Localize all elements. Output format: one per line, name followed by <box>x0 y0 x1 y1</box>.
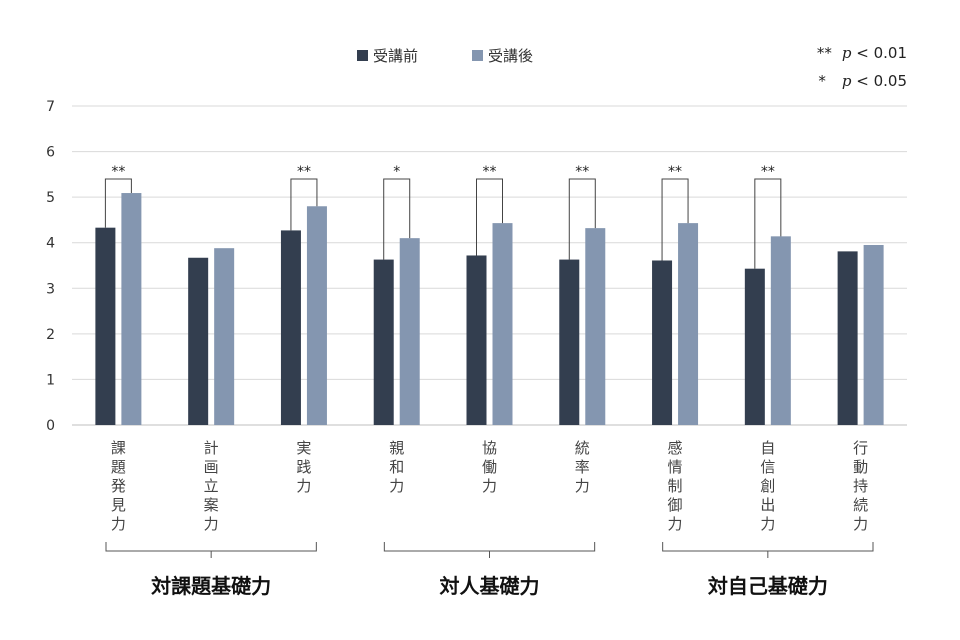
group-label: 対自己基礎力 <box>707 574 828 598</box>
category-label: 課題発見力 <box>111 439 126 533</box>
bar-after <box>678 223 699 425</box>
category-label: 計画立案力 <box>204 439 219 533</box>
significance-bracket <box>290 178 318 231</box>
y-axis-ticks: 0 1 2 3 4 5 6 7 <box>46 99 55 434</box>
significance-bracket <box>104 178 132 228</box>
significance-mark: ** <box>483 164 497 180</box>
group-label: 対課題基礎力 <box>150 574 271 598</box>
bar-before <box>652 260 673 425</box>
category-label: 統率力 <box>575 439 590 495</box>
category-label: 協働力 <box>482 439 497 495</box>
bar-after <box>492 223 513 425</box>
significance-mark: ** <box>111 164 125 180</box>
bar-before <box>466 255 487 425</box>
significance-mark: ** <box>575 164 589 180</box>
category-labels: 課題発見力 計画立案力 実践力 親和力 協働力 統率力 感情制御力 自信創出力 行動持続力 <box>111 439 868 533</box>
significance-brackets: ** ** * ** ** ** ** <box>104 164 782 269</box>
y-tick-label: 7 <box>46 99 55 115</box>
bar-after <box>863 244 884 425</box>
bar-after <box>214 248 235 425</box>
bar-after <box>399 238 420 425</box>
note-p-2: p <box>842 72 852 90</box>
bar-after <box>121 193 142 425</box>
bar-after <box>770 236 791 425</box>
note-stars-1: ** <box>817 44 833 62</box>
grid-lines <box>72 105 907 426</box>
note-stars-2: * <box>818 72 826 90</box>
note-value-2: < 0.05 <box>851 72 907 90</box>
bar-before <box>837 251 858 425</box>
significance-mark: ** <box>668 164 682 180</box>
bar-before <box>280 230 301 425</box>
bars <box>95 193 884 425</box>
category-label: 親和力 <box>389 439 404 495</box>
y-tick-label: 1 <box>46 372 55 388</box>
bar-after <box>306 206 327 425</box>
group-brackets: 対課題基礎力 対人基礎力 対自己基礎力 <box>105 542 874 598</box>
y-tick-label: 2 <box>46 327 55 343</box>
legend-swatch-after <box>472 50 483 61</box>
category-label: 感情制御力 <box>668 439 683 533</box>
bar-before <box>188 257 209 425</box>
significance-bracket <box>383 178 411 260</box>
group-bracket <box>662 542 874 558</box>
group-bracket <box>383 542 596 558</box>
significance-mark: ** <box>761 164 775 180</box>
y-tick-label: 4 <box>46 236 55 252</box>
legend-label-after: 受講後 <box>488 47 533 65</box>
legend: 受講前 受講後 <box>357 47 533 65</box>
y-tick-label: 3 <box>46 281 55 297</box>
significance-mark: * <box>393 164 400 180</box>
legend-label-before: 受講前 <box>373 47 418 65</box>
y-tick-label: 0 <box>46 418 55 434</box>
significance-note: ** p < 0.01 * p < 0.05 <box>817 44 907 90</box>
significance-bracket <box>754 178 782 269</box>
note-p-1: p <box>842 44 852 62</box>
category-label: 行動持続力 <box>853 439 868 533</box>
bar-before <box>744 268 765 425</box>
category-label: 実践力 <box>296 439 311 495</box>
significance-bracket <box>568 178 596 260</box>
group-bracket <box>105 542 317 558</box>
bar-after <box>585 228 606 425</box>
y-tick-label: 5 <box>46 190 55 206</box>
note-line-2: * p < 0.05 <box>818 72 907 90</box>
significance-mark: ** <box>297 164 311 180</box>
group-label: 対人基礎力 <box>439 574 540 598</box>
note-line-1: ** p < 0.01 <box>817 44 907 62</box>
legend-swatch-before <box>357 50 368 61</box>
bar-before <box>559 259 580 425</box>
bar-before <box>373 259 394 425</box>
bar-before <box>95 227 116 425</box>
category-label: 自信創出力 <box>760 439 775 533</box>
note-value-1: < 0.01 <box>851 44 907 62</box>
significance-bracket <box>661 178 689 261</box>
y-tick-label: 6 <box>46 145 55 161</box>
significance-bracket <box>476 178 503 256</box>
